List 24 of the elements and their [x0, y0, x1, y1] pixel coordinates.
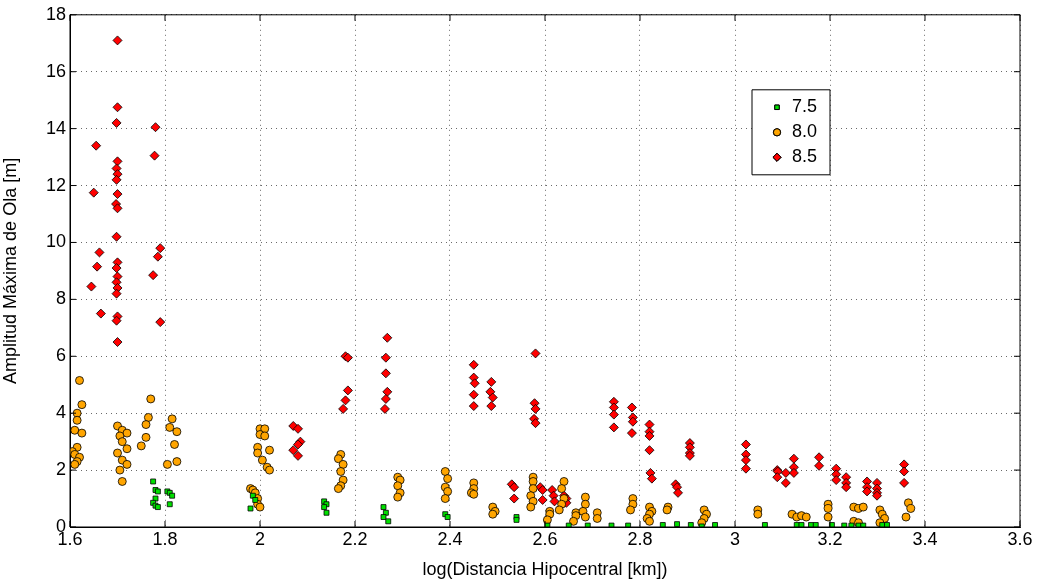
x-tick-label: 2.2	[342, 528, 368, 549]
y-tick-label: 14	[45, 117, 66, 138]
legend-label: 8.0	[792, 121, 818, 142]
y-tick-label: 4	[55, 402, 66, 423]
y-tick-label: 10	[45, 231, 66, 252]
x-tick-label: 3.2	[817, 528, 843, 549]
legend-label: 7.5	[792, 96, 818, 117]
legend-label: 8.5	[792, 146, 818, 167]
y-tick-label: 6	[55, 345, 66, 366]
x-tick-label: 2.8	[627, 528, 653, 549]
y-axis-title: Amplitud Máxima de Ola [m]	[0, 157, 20, 384]
x-tick-label: 3.4	[912, 528, 938, 549]
x-tick-label: 3.6	[1007, 528, 1033, 549]
x-tick-label: 2.4	[437, 528, 463, 549]
x-tick-label: 1.8	[152, 528, 178, 549]
x-axis-title: log(Distancia Hipocentral [km])	[422, 559, 668, 580]
x-tick-label: 2	[254, 528, 266, 549]
x-tick-label: 2.6	[532, 528, 558, 549]
y-tick-label: 12	[45, 174, 66, 195]
y-tick-label: 2	[55, 459, 66, 480]
y-tick-label: 8	[55, 288, 66, 309]
y-tick-label: 18	[45, 3, 66, 24]
x-tick-label: 3	[729, 528, 741, 549]
y-tick-label: 16	[45, 60, 66, 81]
